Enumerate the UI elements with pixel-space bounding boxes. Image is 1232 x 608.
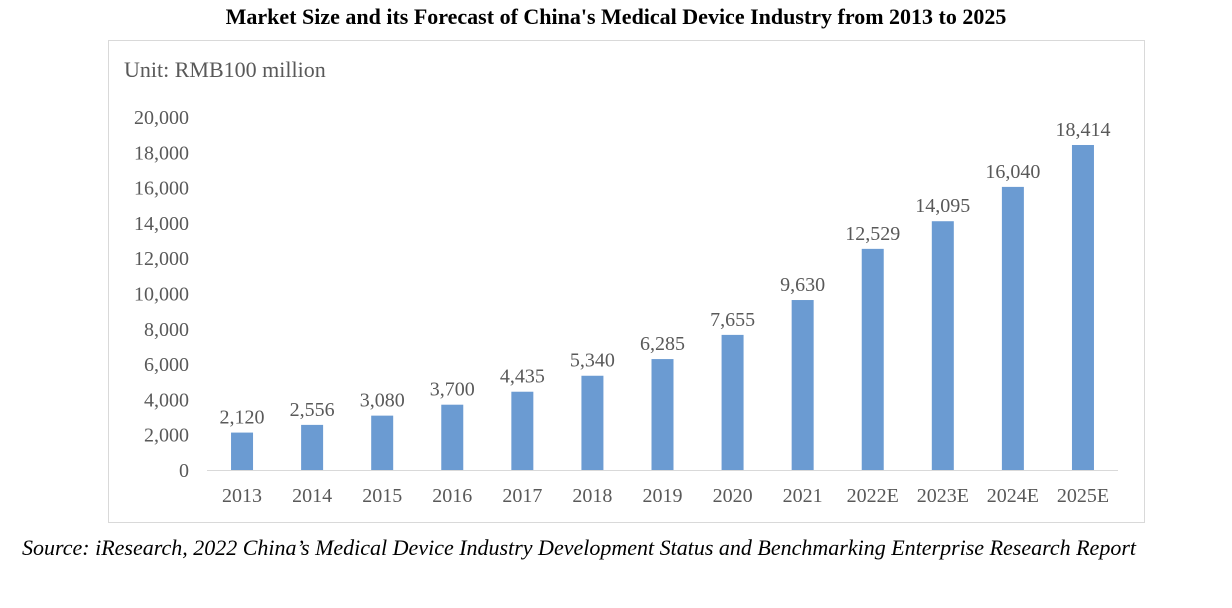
y-tick-label: 12,000 [134, 248, 189, 270]
y-tick-label: 10,000 [134, 284, 189, 306]
x-tick-label: 2017 [502, 485, 542, 507]
y-tick-label: 18,000 [134, 142, 189, 164]
y-tick-label: 6,000 [144, 354, 189, 376]
y-tick-label: 4,000 [144, 389, 189, 411]
x-tick-label: 2013 [222, 485, 262, 507]
bar-2017 [511, 391, 534, 470]
bar-2021 [791, 300, 814, 470]
chart-frame [108, 40, 1145, 523]
x-tick-label: 2022E [847, 485, 899, 507]
x-tick-label: 2023E [917, 485, 969, 507]
bar-2018 [581, 375, 604, 470]
y-tick-label: 16,000 [134, 178, 189, 200]
bar-2014 [301, 424, 324, 470]
bar-2013 [231, 432, 254, 470]
x-tick-label: 2018 [572, 485, 612, 507]
data-label: 4,435 [500, 366, 545, 388]
data-label: 7,655 [710, 309, 755, 331]
data-label: 18,414 [1055, 119, 1110, 141]
data-label: 2,120 [220, 407, 265, 429]
chart-title: Market Size and its Forecast of China's … [225, 4, 1007, 29]
y-tick-label: 14,000 [134, 213, 189, 235]
bar-2024E [1001, 186, 1024, 471]
y-tick-label: 2,000 [144, 425, 189, 447]
data-label: 3,700 [430, 379, 475, 401]
bar-2022E [861, 248, 884, 470]
bar-2019 [651, 359, 674, 470]
x-tick-label: 2015 [362, 485, 402, 507]
y-tick-label: 20,000 [134, 107, 189, 129]
bar-2025E [1071, 144, 1094, 470]
data-label: 14,095 [915, 195, 970, 217]
data-label: 2,556 [290, 399, 335, 421]
data-label: 12,529 [845, 223, 900, 245]
data-label: 9,630 [780, 274, 825, 296]
data-label: 6,285 [640, 333, 685, 355]
source-note: Source: iResearch, 2022 China’s Medical … [22, 535, 1136, 560]
bar-2016 [441, 404, 464, 470]
x-tick-label: 2016 [432, 485, 472, 507]
bar-2023E [931, 221, 954, 470]
bar-2020 [721, 334, 744, 470]
data-label: 16,040 [985, 161, 1040, 183]
data-label: 3,080 [360, 390, 405, 412]
data-label: 5,340 [570, 350, 615, 372]
y-tick-label: 8,000 [144, 319, 189, 341]
x-tick-label: 2020 [713, 485, 753, 507]
bar-2015 [371, 415, 394, 470]
x-tick-label: 2025E [1057, 485, 1109, 507]
x-tick-label: 2014 [292, 485, 332, 507]
x-tick-label: 2021 [783, 485, 823, 507]
unit-label: Unit: RMB100 million [124, 57, 326, 82]
x-tick-label: 2024E [987, 485, 1039, 507]
y-tick-label: 0 [179, 460, 189, 482]
x-tick-label: 2019 [643, 485, 683, 507]
